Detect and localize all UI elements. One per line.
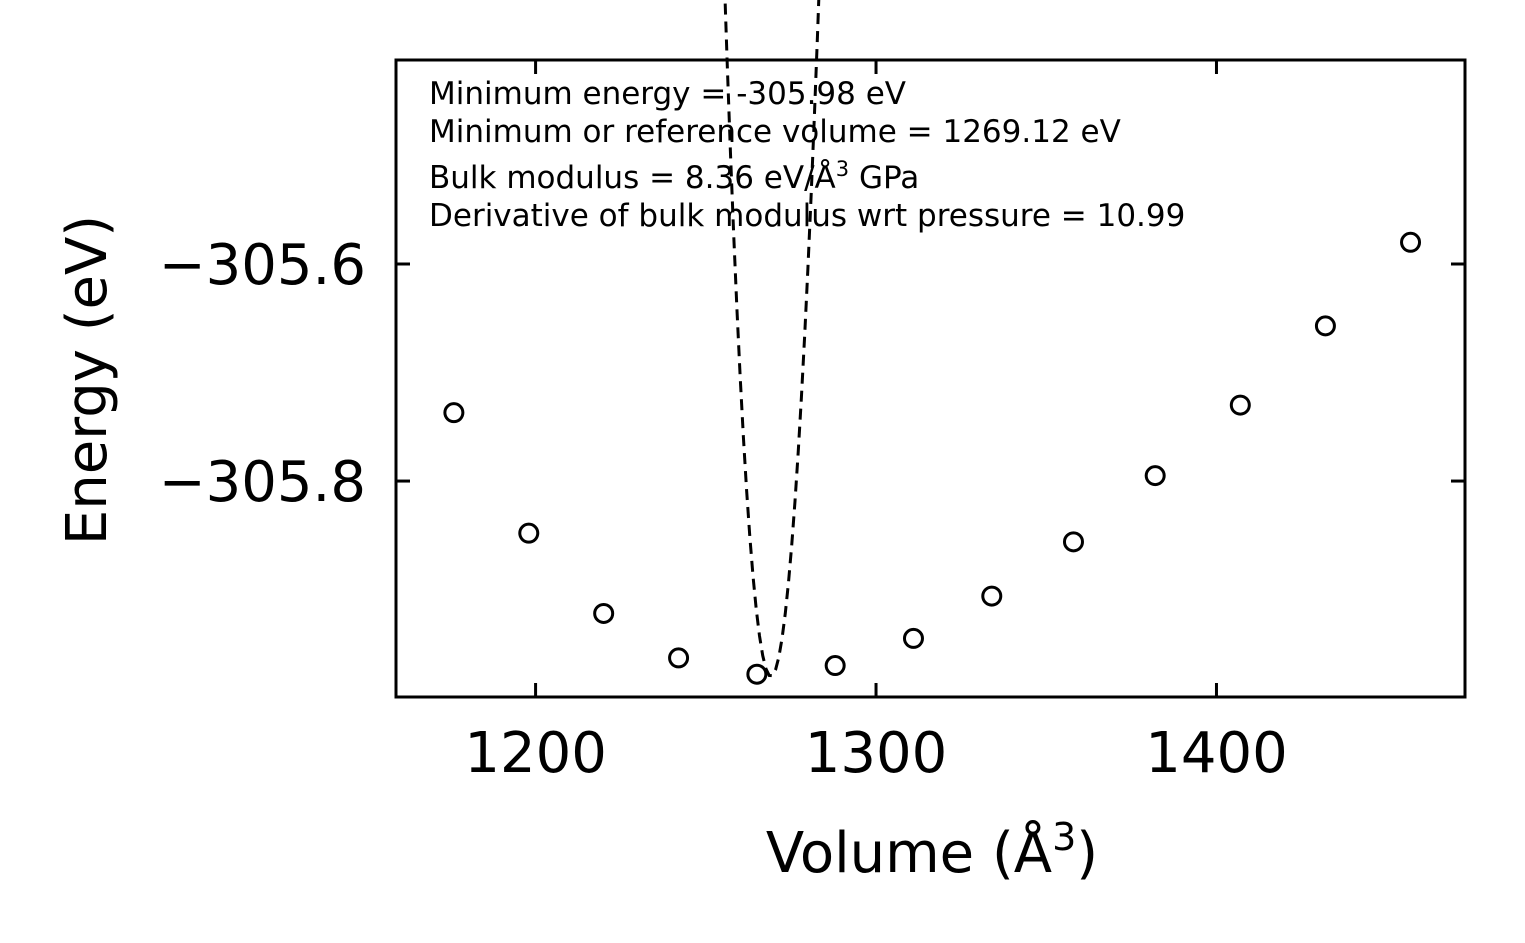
data-point [1144, 465, 1166, 487]
y-tick-label: −305.8 [159, 450, 366, 515]
x-axis-title-text: Volume (Å [766, 820, 1052, 886]
fit-parameters-annotation: Minimum energy = -305.98 eV Minimum or r… [429, 76, 1185, 234]
annotation-minimum-energy: Minimum energy = -305.98 eV [429, 76, 906, 112]
data-point [443, 402, 465, 424]
x-tick-label: 1200 [464, 721, 607, 786]
data-point [1062, 531, 1084, 553]
data-point [593, 602, 615, 624]
data-point [1314, 315, 1336, 337]
x-axis-title-suffix: ) [1076, 821, 1098, 886]
y-axis-title: Energy (eV) [55, 215, 120, 545]
data-point [668, 647, 690, 669]
data-point [1400, 231, 1422, 253]
data-point [746, 663, 768, 685]
plot-frame [394, 58, 1467, 699]
y-tick-label: −305.6 [159, 233, 366, 298]
annotation-bulk-modulus-suffix: GPa [849, 160, 919, 196]
x-tick-label: 1300 [805, 721, 948, 786]
data-point [824, 655, 846, 677]
data-markers [443, 231, 1422, 685]
x-axis-title-sup: 3 [1052, 815, 1076, 859]
y-ticks: −305.6 −305.8 [159, 233, 1465, 515]
annotation-bulk-modulus-derivative: Derivative of bulk modulus wrt pressure … [429, 198, 1185, 234]
x-axis-title: Volume (Å3) [766, 815, 1098, 886]
data-point [518, 522, 540, 544]
annotation-reference-volume: Minimum or reference volume = 1269.12 eV [429, 114, 1121, 150]
x-tick-label: 1400 [1145, 721, 1288, 786]
x-ticks: 1200 1300 1400 [464, 60, 1288, 786]
data-point [981, 585, 1003, 607]
data-point [1229, 394, 1251, 416]
annotation-bulk-modulus-sup: 3 [836, 157, 849, 181]
annotation-bulk-modulus: Bulk modulus = 8.36 eV/Å3 GPa [429, 157, 919, 196]
annotation-bulk-modulus-text: Bulk modulus = 8.36 eV/Å [429, 160, 836, 196]
data-point [902, 627, 924, 649]
plot-area [443, 0, 1422, 685]
